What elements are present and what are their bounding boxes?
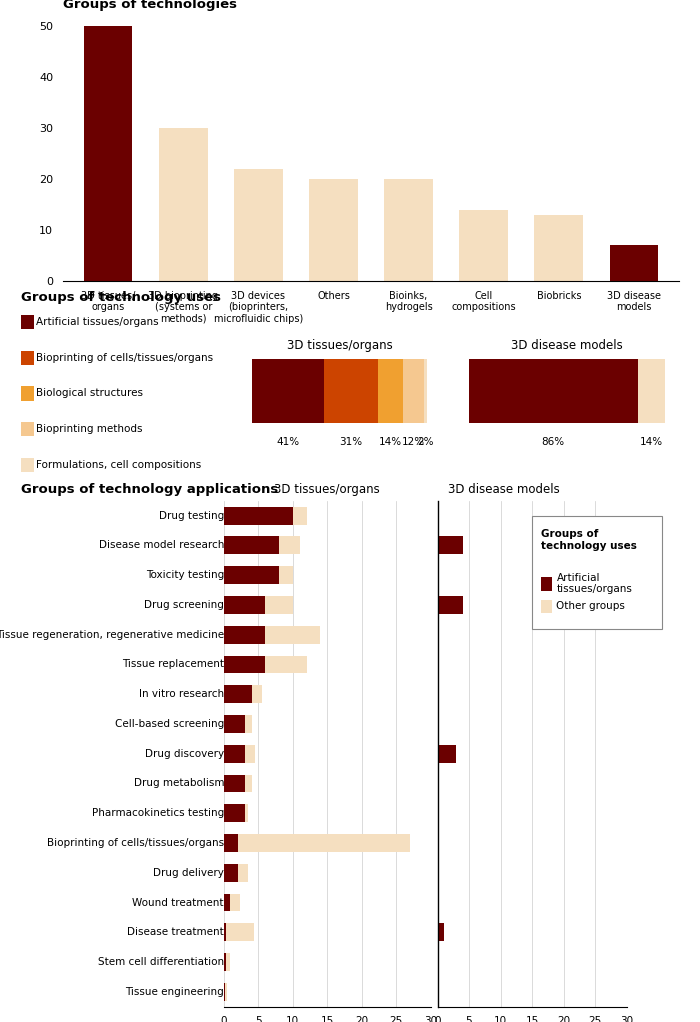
Text: 14%: 14% — [379, 437, 402, 447]
Bar — [384, 179, 433, 281]
Text: Toxicity testing: Toxicity testing — [146, 570, 224, 580]
Bar — [245, 745, 255, 762]
Bar — [245, 804, 248, 822]
Text: 2%: 2% — [417, 437, 433, 447]
Text: Formulations, cell compositions: Formulations, cell compositions — [36, 460, 202, 470]
Bar — [402, 359, 423, 423]
Text: 12%: 12% — [401, 437, 425, 447]
Bar — [323, 359, 378, 423]
Text: Artificial
tissues/organs: Artificial tissues/organs — [556, 572, 632, 595]
Text: 31%: 31% — [340, 437, 363, 447]
Text: Artificial tissues/organs: Artificial tissues/organs — [36, 317, 159, 327]
Text: Drug discovery: Drug discovery — [145, 749, 224, 758]
Text: Drug delivery: Drug delivery — [153, 868, 224, 878]
Text: Other groups: Other groups — [556, 601, 625, 611]
Text: 3D disease models: 3D disease models — [511, 339, 623, 352]
Bar — [251, 686, 262, 703]
Text: 3D tissues/organs: 3D tissues/organs — [286, 339, 393, 352]
Text: 3D disease models: 3D disease models — [448, 482, 559, 496]
Text: Bioprinting of cells/tissues/organs: Bioprinting of cells/tissues/organs — [47, 838, 224, 848]
Text: Drug metabolism: Drug metabolism — [134, 779, 224, 789]
Text: Tissue engineering: Tissue engineering — [125, 987, 224, 996]
Bar — [610, 245, 658, 281]
Bar — [279, 566, 293, 585]
Bar — [224, 537, 279, 554]
Bar — [224, 686, 251, 703]
Bar — [224, 745, 245, 762]
Bar — [226, 923, 253, 941]
Text: Biological structures: Biological structures — [36, 388, 144, 399]
Bar — [438, 537, 463, 554]
Bar — [469, 359, 638, 423]
Text: Tissue replacement: Tissue replacement — [122, 659, 224, 669]
Bar — [224, 983, 225, 1001]
Bar — [224, 596, 265, 614]
Bar — [84, 26, 132, 281]
Text: Groups of technologies: Groups of technologies — [63, 0, 237, 11]
Text: Disease model research: Disease model research — [99, 541, 224, 551]
Bar — [265, 625, 321, 644]
Text: 41%: 41% — [276, 437, 300, 447]
Bar — [224, 893, 230, 912]
Text: Wound treatment: Wound treatment — [132, 897, 224, 908]
Text: In vitro research: In vitro research — [139, 689, 224, 699]
Bar — [279, 537, 300, 554]
Bar — [309, 179, 358, 281]
Bar — [224, 775, 245, 792]
Text: 14%: 14% — [640, 437, 663, 447]
Text: Bioprinting of cells/tissues/organs: Bioprinting of cells/tissues/organs — [36, 353, 214, 363]
Bar — [224, 923, 226, 941]
Bar — [638, 359, 665, 423]
Bar — [224, 566, 279, 585]
Text: Disease treatment: Disease treatment — [127, 927, 224, 937]
Bar — [224, 715, 245, 733]
Bar — [224, 625, 265, 644]
Text: Stem cell differentiation: Stem cell differentiation — [98, 957, 224, 967]
Bar — [230, 893, 240, 912]
Text: Tissue regeneration, regenerative medicine: Tissue regeneration, regenerative medici… — [0, 630, 224, 640]
Bar — [459, 210, 508, 281]
Bar — [265, 655, 307, 673]
Bar — [438, 596, 463, 614]
Text: Pharmacokinetics testing: Pharmacokinetics testing — [92, 808, 224, 819]
Text: Drug screening: Drug screening — [144, 600, 224, 610]
Bar — [224, 507, 293, 524]
Bar — [245, 715, 251, 733]
Text: Bioprinting methods: Bioprinting methods — [36, 424, 143, 434]
Bar — [224, 655, 265, 673]
Bar — [424, 359, 427, 423]
Bar — [224, 834, 238, 852]
Bar — [224, 804, 245, 822]
Bar — [238, 864, 248, 882]
Text: Groups of technology uses: Groups of technology uses — [21, 290, 221, 304]
Bar — [225, 983, 228, 1001]
Bar — [438, 923, 444, 941]
Bar — [438, 745, 456, 762]
Text: Groups of technology applications: Groups of technology applications — [21, 482, 279, 496]
Bar — [159, 128, 208, 281]
Text: Drug testing: Drug testing — [159, 511, 224, 520]
Bar — [252, 359, 323, 423]
Bar — [245, 775, 251, 792]
Bar — [378, 359, 402, 423]
Bar — [234, 169, 283, 281]
Bar — [224, 864, 238, 882]
Text: Groups of
technology uses: Groups of technology uses — [541, 529, 637, 551]
Bar — [534, 215, 583, 281]
Text: Cell-based screening: Cell-based screening — [115, 718, 224, 729]
Bar — [238, 834, 410, 852]
Text: 3D tissues/organs: 3D tissues/organs — [274, 482, 380, 496]
Bar — [224, 954, 226, 971]
Text: 86%: 86% — [542, 437, 565, 447]
Bar — [293, 507, 307, 524]
Bar — [226, 954, 230, 971]
Bar — [265, 596, 293, 614]
